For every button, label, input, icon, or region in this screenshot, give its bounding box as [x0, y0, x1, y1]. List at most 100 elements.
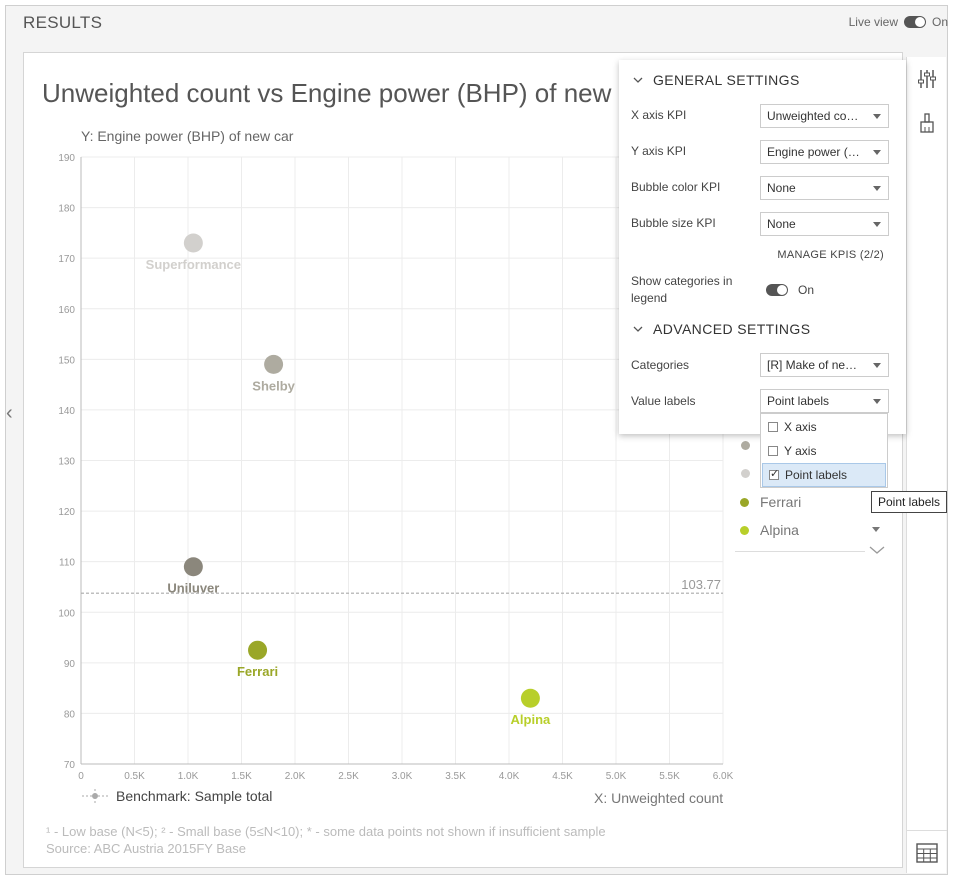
- x-axis-label: X: Unweighted count: [594, 790, 724, 806]
- y-axis-kpi-dropdown[interactable]: Engine power (BHP) of new car: [760, 140, 889, 164]
- legend-dot: [740, 497, 749, 507]
- bubble-color-kpi-value: None: [767, 181, 796, 195]
- point-label-uniluver: Uniluver: [167, 581, 219, 596]
- y-tick-label: 80: [64, 709, 76, 720]
- y-tick-label: 70: [64, 760, 76, 771]
- x-tick-label: 3.5K: [445, 771, 466, 782]
- y-axis-kpi-label: Y axis KPI: [631, 144, 687, 158]
- general-settings-title: GENERAL SETTINGS: [653, 72, 800, 88]
- y-tick-label: 180: [58, 204, 75, 215]
- chevron-down-icon: [633, 326, 643, 332]
- data-point-superformance: [183, 233, 203, 253]
- right-toolbar: [906, 57, 947, 873]
- x-tick-label: 2.5K: [338, 771, 359, 782]
- y-tick-label: 190: [58, 153, 75, 164]
- legend-dot-hidden-1: [741, 441, 750, 450]
- live-view-label: Live view: [848, 15, 898, 29]
- legend-item-alpina[interactable]: Alpina: [740, 522, 799, 538]
- categories-label: Categories: [631, 358, 690, 372]
- style-button[interactable]: [907, 103, 947, 143]
- x-tick-label: 1.0K: [178, 771, 199, 782]
- x-tick-label: 5.5K: [659, 771, 680, 782]
- footnote-source: Source: ABC Austria 2015FY Base: [46, 841, 246, 856]
- legend-dot-hidden-2: [741, 469, 750, 478]
- advanced-settings-title: ADVANCED SETTINGS: [653, 321, 811, 337]
- sliders-icon: [918, 70, 936, 88]
- x-tick-label: 2.0K: [285, 771, 306, 782]
- benchmark-legend: Benchmark: Sample total: [82, 788, 272, 804]
- point-label-superformance: Superformance: [146, 257, 241, 272]
- benchmark-label: Benchmark: Sample total: [116, 788, 273, 804]
- benchmark-value-label: 103.77: [681, 577, 721, 592]
- value-labels-label: Value labels: [631, 394, 696, 408]
- legend-item-ferrari[interactable]: Ferrari: [740, 494, 801, 510]
- legend-dropdown-icon[interactable]: [872, 526, 882, 534]
- y-tick-label: 170: [58, 254, 75, 265]
- show-categories-control[interactable]: On: [766, 283, 814, 297]
- y-tick-label: 90: [64, 659, 76, 670]
- point-label-ferrari: Ferrari: [237, 664, 278, 679]
- x-tick-label: 6.0K: [713, 771, 734, 782]
- bubble-size-kpi-value: None: [767, 217, 796, 231]
- data-point-alpina: [520, 688, 540, 708]
- show-categories-label: Show categories in legend: [631, 274, 733, 305]
- dropdown-arrow-icon: [873, 363, 881, 368]
- checkbox[interactable]: [768, 446, 778, 456]
- x-tick-label: 0.5K: [124, 771, 145, 782]
- general-settings-header[interactable]: GENERAL SETTINGS: [633, 72, 800, 88]
- x-axis-kpi-label: X axis KPI: [631, 108, 687, 122]
- toolbar-divider: [907, 830, 947, 831]
- dropdown-arrow-icon: [873, 186, 881, 191]
- footnote-bases: ¹ - Low base (N<5); ² - Small base (5≤N<…: [46, 824, 606, 839]
- bubble-color-kpi-label: Bubble color KPI: [631, 180, 721, 194]
- menu-option-point-labels[interactable]: Point labels: [762, 463, 886, 487]
- dropdown-arrow-icon: [873, 114, 881, 119]
- point-label-alpina: Alpina: [511, 712, 551, 727]
- y-axis-label: Y: Engine power (BHP) of new car: [81, 128, 294, 144]
- menu-option-x-axis[interactable]: X axis: [762, 415, 886, 439]
- manage-kpis-link[interactable]: MANAGE KPIS (2/2): [777, 249, 884, 261]
- dropdown-arrow-icon: [873, 399, 881, 404]
- chevron-down-icon[interactable]: [869, 545, 885, 555]
- dropdown-arrow-icon: [873, 150, 881, 155]
- checkbox[interactable]: [768, 422, 778, 432]
- y-tick-label: 110: [59, 558, 75, 569]
- x-tick-label: 5.0K: [606, 771, 627, 782]
- live-view-toggle[interactable]: [903, 16, 926, 28]
- point-label-shelby: Shelby: [252, 378, 295, 393]
- option-label: Y axis: [784, 444, 817, 458]
- menu-option-y-axis[interactable]: Y axis: [762, 439, 886, 463]
- x-tick-label: 4.0K: [499, 771, 520, 782]
- x-tick-label: 1.5K: [231, 771, 252, 782]
- bubble-size-kpi-label: Bubble size KPI: [631, 216, 716, 230]
- advanced-settings-header[interactable]: ADVANCED SETTINGS: [633, 321, 810, 337]
- y-tick-label: 100: [58, 608, 75, 619]
- value-labels-menu: X axis Y axis Point labels: [760, 413, 888, 488]
- y-axis-kpi-value: Engine power (BHP) of new car: [767, 145, 863, 159]
- value-labels-dropdown[interactable]: Point labels: [760, 389, 889, 413]
- results-title: RESULTS: [23, 13, 103, 32]
- table-view-button[interactable]: [907, 833, 947, 873]
- option-label: X axis: [784, 420, 817, 434]
- bubble-size-kpi-dropdown[interactable]: None: [760, 212, 889, 236]
- y-tick-label: 140: [58, 406, 75, 417]
- show-categories-toggle[interactable]: [766, 284, 788, 296]
- categories-dropdown[interactable]: [R] Make of new car: [760, 353, 889, 377]
- live-view-state: On: [931, 15, 948, 29]
- data-point-uniluver: [183, 557, 203, 577]
- bubble-color-kpi-dropdown[interactable]: None: [760, 176, 889, 200]
- y-tick-label: 120: [58, 507, 75, 518]
- y-tick-label: 160: [58, 305, 75, 316]
- checkbox-checked[interactable]: [769, 467, 779, 480]
- categories-value: [R] Make of new car: [767, 358, 863, 372]
- x-tick-label: 4.5K: [552, 771, 573, 782]
- x-axis-kpi-dropdown[interactable]: Unweighted count: [760, 104, 889, 128]
- chevron-down-icon: [633, 77, 643, 83]
- x-tick-label: 0: [78, 771, 84, 782]
- show-categories-state: On: [798, 283, 815, 297]
- settings-button[interactable]: [907, 59, 947, 99]
- dropdown-arrow-icon: [873, 222, 881, 227]
- live-view-control[interactable]: Live view On: [849, 15, 948, 29]
- chevron-left-icon[interactable]: ‹: [6, 402, 13, 424]
